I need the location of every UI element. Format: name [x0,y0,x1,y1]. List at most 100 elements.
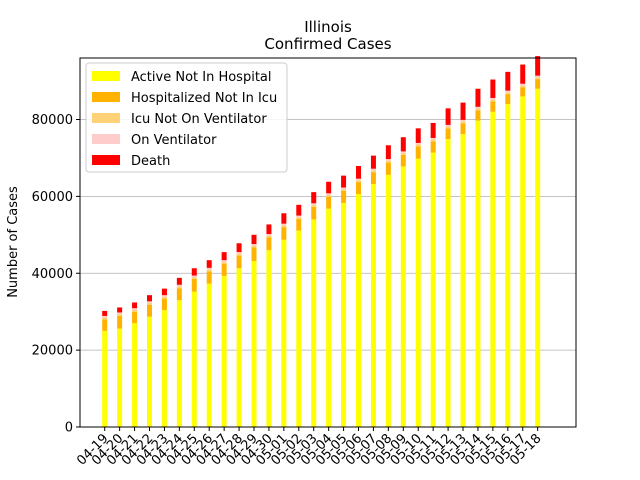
bar-04-23-series-2 [161,296,167,299]
bar-05-16-series-1 [505,94,511,105]
bar-04-30-series-1 [266,237,272,251]
bar-04-24-series-4 [176,277,182,285]
bar-05-02-series-1 [296,219,302,231]
bar-05-02-series-0 [296,230,302,427]
bar-05-15-series-0 [490,111,496,427]
bar-04-22-series-3 [146,301,152,303]
bar-05-09-series-4 [400,137,406,152]
bar-05-13-series-1 [460,123,466,135]
bar-05-03-series-3 [311,203,317,205]
legend-label-2: Icu Not On Ventilator [131,112,267,127]
bar-04-25-series-1 [191,279,197,292]
bar-04-29-series-2 [251,245,257,248]
bar-04-27-series-1 [221,263,227,276]
bar-05-08-series-0 [385,174,391,427]
bar-04-20-series-2 [117,313,123,316]
bar-05-17-series-1 [520,87,526,97]
bar-05-15-series-4 [490,79,496,98]
legend-label-3: On Ventilator [131,133,217,148]
bar-04-25-series-0 [191,291,197,427]
legend-swatch-3 [92,134,120,144]
bar-05-12-series-4 [445,108,451,125]
bar-04-24-series-3 [176,284,182,287]
bar-05-07-series-0 [370,184,376,427]
legend-label-0: Active Not In Hospital [131,70,272,85]
y-axis: 0 20000 40000 60000 80000 [32,113,80,436]
bar-05-10-series-0 [415,158,421,428]
bar-04-26-series-1 [206,271,212,284]
legend-swatch-2 [92,113,120,123]
bar-05-05-series-4 [341,175,347,188]
bar-05-13-series-4 [460,102,466,120]
bar-05-08-series-4 [385,145,391,160]
bar-04-21-series-4 [132,302,138,309]
bar-05-18-series-0 [535,88,541,427]
bar-04-26-series-3 [206,267,212,270]
bar-04-30-series-4 [266,224,272,235]
bar-04-28-series-3 [236,252,242,254]
bar-05-02-series-2 [296,217,302,220]
bar-05-11-series-1 [430,141,436,153]
bar-05-14-series-1 [475,110,481,121]
bar-05-17-series-4 [520,64,526,84]
bar-05-07-series-3 [370,168,376,171]
bar-05-14-series-3 [475,106,481,109]
bar-04-19-series-3 [102,315,108,318]
bar-04-20-series-1 [117,315,123,329]
bar-05-16-series-2 [505,92,511,95]
bar-05-04-series-4 [326,181,332,194]
bar-04-22-series-2 [146,302,152,305]
bar-05-18-series-4 [535,56,541,76]
bar-05-16-series-3 [505,90,511,93]
bar-05-01-series-2 [281,225,287,228]
bar-04-27-series-3 [221,260,227,262]
bar-04-22-series-0 [146,316,152,427]
bar-05-09-series-2 [400,152,406,155]
bar-05-16-series-0 [505,104,511,427]
bars-layer [102,56,541,428]
bar-05-17-series-2 [520,85,526,88]
legend-swatch-1 [92,92,120,102]
bar-05-12-series-2 [445,126,451,129]
bar-04-27-series-0 [221,275,227,427]
y-tick-label-3: 60000 [32,190,73,205]
bar-05-13-series-2 [460,121,466,124]
bar-04-20-series-4 [117,307,123,313]
bar-05-05-series-1 [341,190,347,203]
bar-05-14-series-2 [475,108,481,111]
bar-05-15-series-3 [490,97,496,100]
bar-04-22-series-1 [146,304,152,317]
bar-04-21-series-0 [132,323,138,427]
bar-05-09-series-0 [400,166,406,428]
legend-label-1: Hospitalized Not In Icu [131,91,277,106]
bar-05-02-series-4 [296,204,302,216]
bar-05-09-series-1 [400,154,406,167]
bar-04-21-series-1 [132,311,138,324]
bar-04-22-series-4 [146,295,152,302]
bar-05-10-series-4 [415,128,421,143]
bar-05-01-series-0 [281,239,287,427]
y-axis-label: Number of Cases [6,186,21,298]
bar-05-06-series-2 [356,180,362,183]
bar-04-23-series-0 [161,310,167,427]
bar-05-11-series-4 [430,122,436,138]
bar-04-28-series-4 [236,243,242,253]
legend-label-4: Death [131,154,170,169]
bar-05-07-series-1 [370,172,376,185]
bar-04-27-series-2 [221,261,227,264]
bar-04-29-series-0 [251,260,257,427]
bar-04-19-series-2 [102,317,108,320]
bar-04-21-series-3 [132,308,138,310]
legend: Active Not In Hospital Hospitalized Not I… [85,62,288,173]
bar-04-27-series-4 [221,252,227,261]
chart-subtitle: Confirmed Cases [264,35,391,53]
legend-swatch-0 [92,71,120,81]
bar-05-06-series-4 [356,166,362,179]
bar-05-08-series-3 [385,159,391,161]
bar-04-24-series-0 [176,300,182,427]
bar-05-16-series-4 [505,71,511,91]
y-tick-label-2: 40000 [32,267,73,282]
bar-05-18-series-3 [535,75,541,78]
bar-04-26-series-4 [206,260,212,268]
bar-05-03-series-2 [311,204,317,207]
